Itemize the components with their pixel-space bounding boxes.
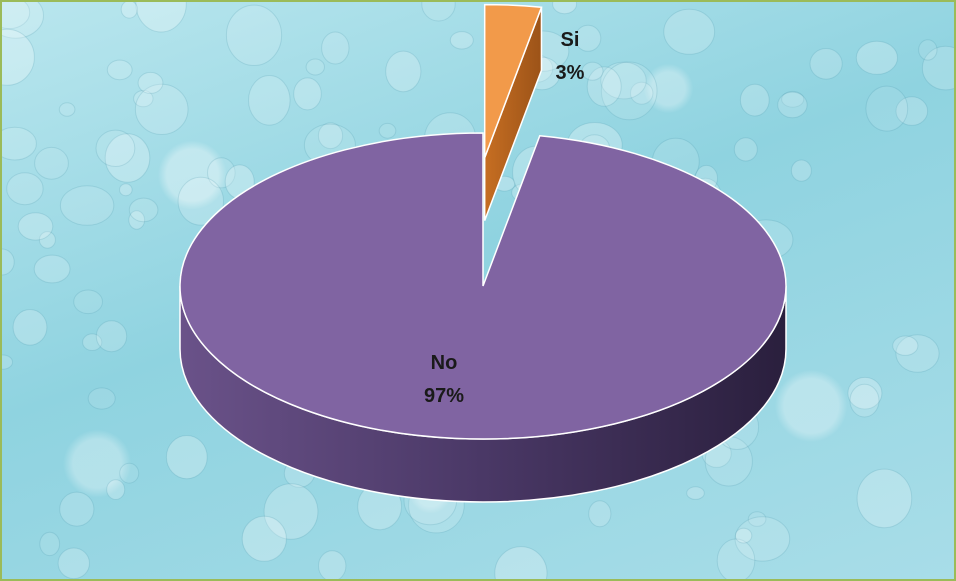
label-si-name: Si <box>561 29 580 51</box>
label-si-percent: 3% <box>556 62 585 84</box>
slice-si <box>483 3 543 158</box>
label-no-percent: 97% <box>424 385 464 407</box>
label-no-name: No <box>431 352 458 374</box>
slice-no <box>179 132 787 440</box>
